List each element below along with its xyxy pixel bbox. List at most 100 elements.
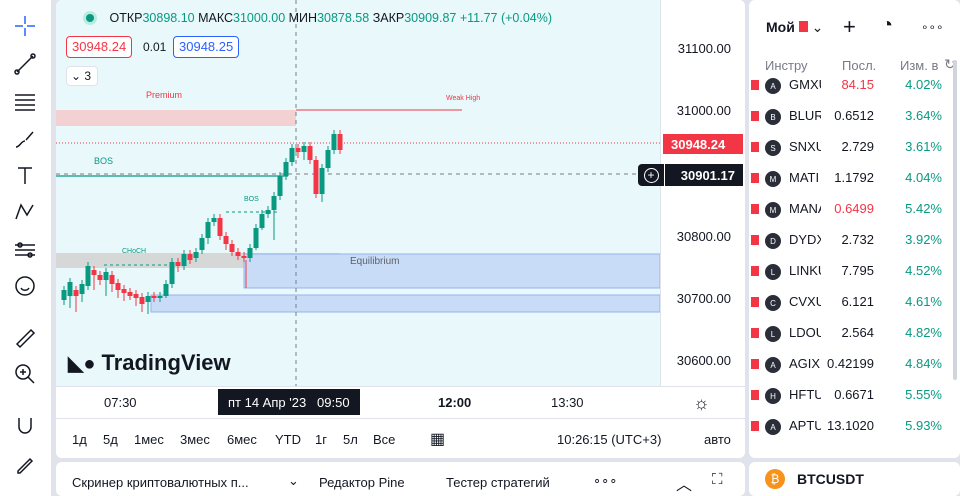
range-1d[interactable]: 1д [72, 432, 87, 447]
red-flag-icon[interactable] [751, 204, 759, 214]
range-1m[interactable]: 1мес [134, 432, 164, 447]
watchlist-row[interactable]: B BLUR 0.6512 3.64% [749, 101, 960, 132]
close-value: 30909.87 [404, 11, 457, 25]
red-flag-icon[interactable] [751, 266, 759, 276]
candle [259, 214, 265, 228]
watchlist-row[interactable]: A GMXU 84.15 4.02% [749, 70, 960, 101]
red-flag-icon[interactable] [751, 142, 759, 152]
candle [253, 228, 259, 248]
selected-symbol[interactable]: BTCUSDT [797, 471, 864, 487]
price-axis[interactable]: 31100.00 31000.00 30800.00 30700.00 3060… [660, 0, 745, 386]
more-icon[interactable]: ∘∘∘ [593, 473, 618, 488]
watchlist-row[interactable]: M MATI 1.1792 4.04% [749, 163, 960, 194]
range-3m[interactable]: 3мес [180, 432, 210, 447]
premium-zone [56, 110, 296, 126]
range-6m[interactable]: 6мес [227, 432, 257, 447]
add-symbol-icon[interactable]: + [843, 14, 856, 39]
indicators-toggle[interactable]: ⌄ 3 [66, 66, 98, 86]
candle [265, 210, 271, 214]
tab-strategy-tester[interactable]: Тестер стратегий [446, 475, 550, 490]
watchlist-scrollbar[interactable] [953, 60, 957, 380]
range-5y[interactable]: 5л [343, 432, 358, 447]
time-axis[interactable]: 07:30 12:00 13:30 пт 14 Апр '23 09:50 ☼ [56, 386, 745, 418]
candle [127, 292, 133, 296]
bottom-panel-bar: Скринер криптовалютных п... ⌄ Редактор P… [56, 462, 745, 496]
candle [337, 134, 343, 150]
watchlist-row[interactable]: S SNXU 2.729 3.61% [749, 132, 960, 163]
fib-icon[interactable] [10, 88, 40, 116]
lock-drawing-icon[interactable] [10, 450, 40, 478]
chevron-up-icon[interactable]: ︿ [676, 477, 693, 494]
range-5d[interactable]: 5д [103, 432, 118, 447]
low-value: 30878.58 [317, 11, 370, 25]
range-1y[interactable]: 1г [315, 432, 327, 447]
col-last[interactable]: Посл. [842, 58, 877, 73]
prediction-icon[interactable] [10, 236, 40, 264]
discount-zone [150, 294, 660, 313]
pattern-icon[interactable] [10, 198, 40, 226]
red-flag-icon[interactable] [751, 173, 759, 183]
crosshair-time: 09:50 [317, 395, 350, 410]
candle [319, 168, 325, 194]
zoom-icon[interactable] [10, 360, 40, 388]
refresh-icon[interactable]: ↻ [944, 56, 956, 72]
current-price-tag: 30948.24 [663, 134, 743, 154]
date-range-icon[interactable]: ▦ [430, 431, 446, 448]
chart-plot[interactable]: ОТКР30898.10 МАКС31000.00 МИН30878.58 ЗА… [56, 0, 660, 386]
col-change[interactable]: Изм. в [900, 58, 939, 73]
watchlist-row[interactable]: L LINKU 7.795 4.52% [749, 256, 960, 287]
magnet-icon[interactable] [10, 412, 40, 440]
red-flag-icon[interactable] [751, 328, 759, 338]
candle [97, 275, 103, 280]
buy-button[interactable]: 30948.25 [173, 36, 240, 58]
advanced-view-icon[interactable]: ◔ [881, 14, 894, 36]
watchlist-row[interactable]: D DYDX 2.732 3.92% [749, 225, 960, 256]
watchlist-row[interactable]: A AGIX 0.42199 4.84% [749, 349, 960, 380]
crosshair-icon[interactable] [10, 12, 40, 40]
red-flag-icon[interactable] [751, 359, 759, 369]
candle [205, 222, 211, 238]
red-flag-icon [798, 21, 808, 32]
text-icon[interactable] [10, 162, 40, 190]
watchlist-row[interactable]: H HFTU 0.6671 5.55% [749, 380, 960, 411]
red-flag-icon[interactable] [751, 421, 759, 431]
watchlist-row[interactable]: C CVXU 6.121 4.61% [749, 287, 960, 318]
clock[interactable]: 10:26:15 (UTC+3) [557, 432, 662, 447]
tab-screener[interactable]: Скринер криптовалютных п... [72, 475, 249, 490]
row-last: 0.6499 [834, 201, 874, 216]
tab-pine-editor[interactable]: Редактор Pine [319, 475, 405, 490]
maximize-icon[interactable]: ⛶ [712, 471, 723, 488]
watchlist-row[interactable]: M MANA 0.6499 5.42% [749, 194, 960, 225]
watchlist-title[interactable]: Мой ⌄ [766, 19, 823, 36]
coin-icon: A [765, 357, 781, 373]
sell-button[interactable]: 30948.24 [66, 36, 133, 58]
red-flag-icon[interactable] [751, 297, 759, 307]
range-all[interactable]: Все [373, 432, 396, 447]
col-symbol[interactable]: Инстру [765, 58, 808, 73]
row-last: 0.42199 [827, 356, 874, 371]
red-flag-icon[interactable] [751, 235, 759, 245]
open-label: ОТКР [109, 11, 143, 25]
candle [289, 148, 295, 162]
trend-line-icon[interactable] [10, 50, 40, 78]
add-order-button[interactable]: + [638, 164, 664, 186]
tradingview-logo[interactable]: ◣● TradingView [68, 350, 231, 376]
red-flag-icon[interactable] [751, 80, 759, 90]
watchlist-row[interactable]: A APTU 13.1020 5.93% [749, 411, 960, 442]
watchlist-row[interactable]: L LDOU 2.564 4.82% [749, 318, 960, 349]
brush-icon[interactable] [10, 126, 40, 154]
candle [133, 294, 139, 298]
auto-scale-button[interactable]: авто [704, 432, 731, 447]
candle [199, 238, 205, 250]
red-flag-icon[interactable] [751, 111, 759, 121]
chevron-down-icon[interactable]: ⌄ [288, 473, 299, 488]
settings-sun-icon[interactable]: ☼ [693, 393, 710, 413]
coin-icon: M [765, 171, 781, 187]
row-symbol: SNXU [789, 139, 821, 154]
candle [115, 283, 121, 290]
more-icon[interactable]: ∘∘∘ [921, 20, 944, 34]
red-flag-icon[interactable] [751, 390, 759, 400]
emoji-icon[interactable] [10, 272, 40, 300]
ruler-icon[interactable] [10, 324, 40, 352]
range-ytd[interactable]: YTD [275, 432, 301, 447]
